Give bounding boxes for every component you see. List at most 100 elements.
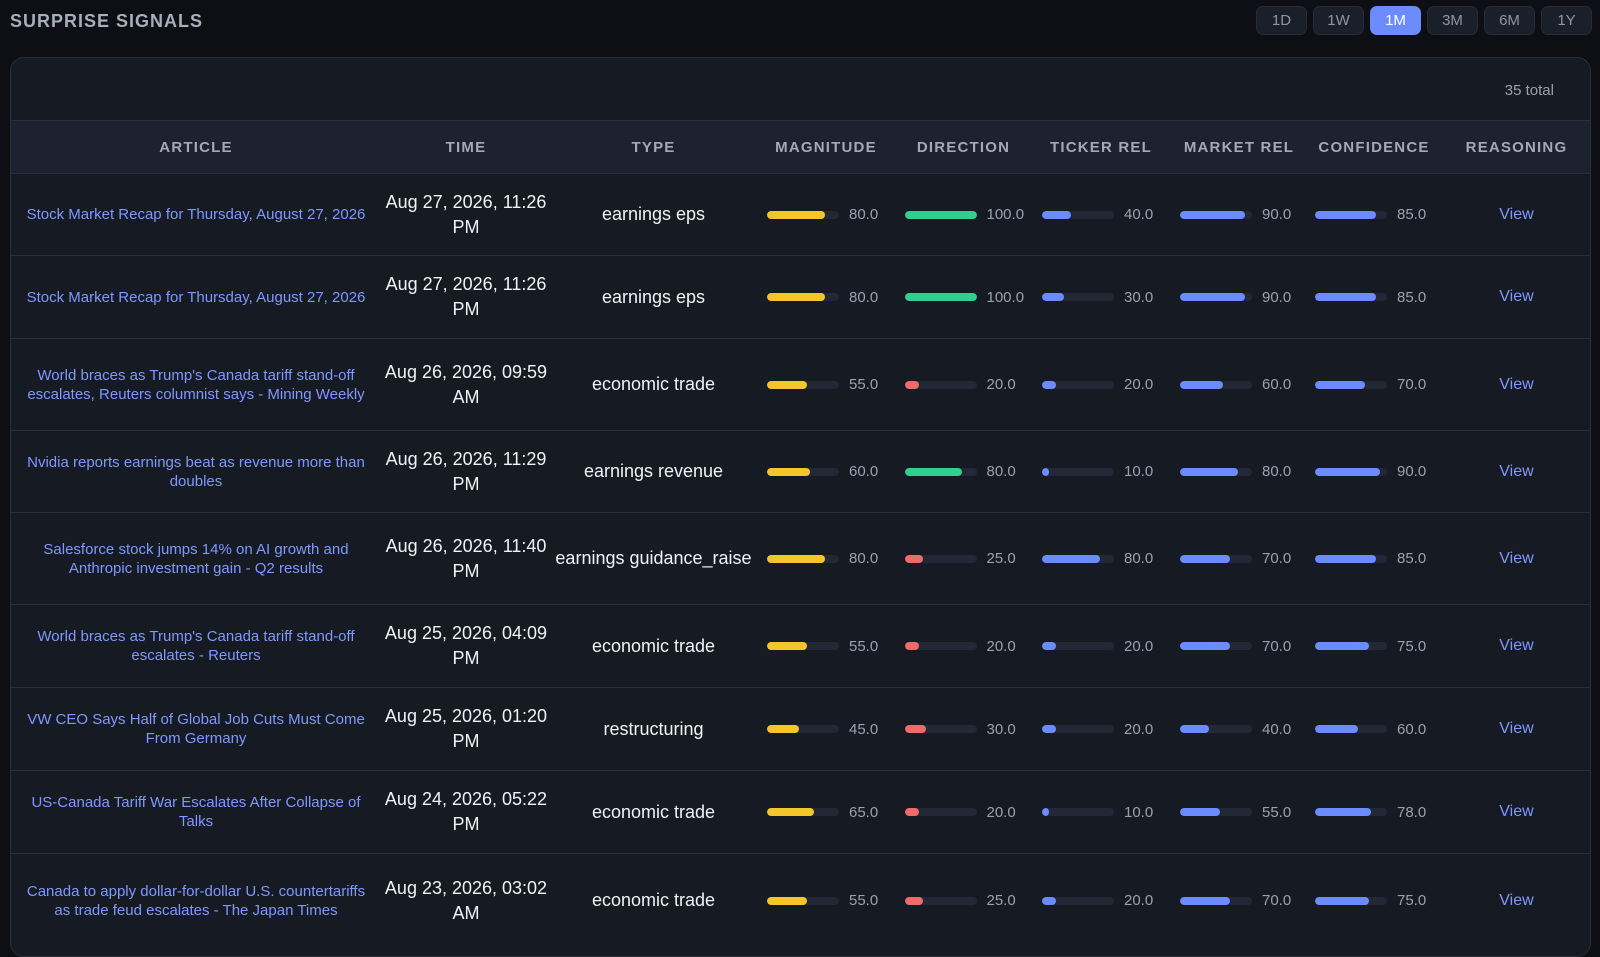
ticker-rel-bar (1042, 293, 1114, 301)
magnitude-cell: 80.0 (756, 174, 896, 255)
column-header-ticker-rel[interactable]: TICKER REL (1050, 138, 1152, 156)
column-header-direction[interactable]: DIRECTION (916, 138, 1011, 156)
view-reasoning-link[interactable]: View (1499, 205, 1534, 223)
article-link[interactable]: Stock Market Recap for Thursday, August … (26, 288, 366, 306)
market-rel-metric: 70.0 (1180, 892, 1298, 909)
market-rel-metric: 70.0 (1180, 638, 1298, 655)
magnitude-bar-fill (767, 210, 825, 219)
direction-bar (904, 380, 977, 389)
article-cell: World braces as Trump's Canada tariff st… (11, 339, 381, 430)
ticker-rel-metric: 30.0 (1042, 289, 1160, 306)
time-cell: Aug 26, 2026, 11:29 PM (381, 431, 551, 512)
direction-cell: 20.0 (896, 339, 1031, 430)
direction-bar-fill (904, 467, 963, 476)
magnitude-bar (767, 554, 839, 563)
range-button-1m[interactable]: 1M (1370, 6, 1421, 35)
article-link[interactable]: Nvidia reports earnings beat as revenue … (27, 453, 365, 490)
column-header-confidence[interactable]: CONFIDENCE (1318, 138, 1430, 156)
ticker-rel-bar-fill (1042, 380, 1057, 389)
view-reasoning-link[interactable]: View (1499, 891, 1534, 909)
direction-value: 80.0 (986, 463, 1016, 480)
article-link[interactable]: Stock Market Recap for Thursday, August … (26, 206, 366, 223)
type-cell: economic trade (551, 854, 756, 947)
article-link[interactable]: Canada to apply dollar-for-dollar U.S. c… (26, 882, 366, 919)
confidence-metric: 75.0 (1315, 638, 1433, 655)
confidence-value: 60.0 (1397, 720, 1427, 738)
range-button-3m[interactable]: 3M (1427, 6, 1478, 35)
confidence-metric: 78.0 (1315, 804, 1433, 821)
direction-bar (904, 210, 977, 219)
signals-table: ARTICLE TIME TYPE MAGNITUDE DIRECTION TI… (11, 120, 1590, 947)
magnitude-value: 45.0 (849, 720, 879, 738)
magnitude-bar (767, 896, 839, 905)
direction-bar-fill (904, 380, 919, 389)
ticker-rel-metric: 20.0 (1042, 892, 1160, 909)
confidence-cell: 85.0 (1307, 513, 1441, 604)
confidence-bar-fill (1315, 896, 1369, 905)
confidence-bar-fill (1315, 210, 1377, 219)
confidence-bar (1315, 293, 1387, 301)
article-link[interactable]: World braces as Trump's Canada tariff st… (37, 628, 355, 664)
reasoning-cell: View (1441, 771, 1590, 853)
view-reasoning-link[interactable]: View (1499, 549, 1534, 567)
market-rel-value: 70.0 (1262, 892, 1292, 909)
confidence-metric: 85.0 (1315, 206, 1433, 223)
confidence-bar-fill (1315, 554, 1377, 563)
ticker-rel-cell: 80.0 (1031, 513, 1171, 604)
direction-metric: 100.0 (904, 206, 1025, 223)
market-rel-metric: 80.0 (1180, 463, 1298, 480)
column-header-article[interactable]: ARTICLE (159, 138, 233, 156)
column-header-time[interactable]: TIME (445, 138, 487, 156)
column-header-market-rel[interactable]: MARKET REL (1183, 138, 1295, 156)
view-reasoning-link[interactable]: View (1499, 803, 1534, 820)
reasoning-cell: View (1441, 854, 1590, 947)
confidence-cell: 75.0 (1307, 854, 1441, 947)
view-reasoning-link[interactable]: View (1499, 288, 1534, 305)
total-count: 35 total (1504, 82, 1554, 99)
view-reasoning-link[interactable]: View (1499, 375, 1534, 393)
confidence-bar (1315, 210, 1387, 219)
range-button-1w[interactable]: 1W (1313, 6, 1364, 35)
ticker-rel-bar (1042, 380, 1114, 389)
range-button-1d[interactable]: 1D (1256, 6, 1307, 35)
magnitude-metric: 55.0 (767, 376, 885, 393)
magnitude-bar (767, 380, 839, 389)
direction-bar (904, 896, 977, 905)
time-text: Aug 26, 2026, 09:59 AM (384, 361, 548, 407)
column-header-reasoning[interactable]: REASONING (1465, 138, 1568, 156)
column-header-magnitude[interactable]: MAGNITUDE (775, 138, 877, 156)
view-reasoning-link[interactable]: View (1499, 637, 1534, 654)
direction-metric: 25.0 (904, 892, 1023, 909)
range-button-6m[interactable]: 6M (1484, 6, 1535, 35)
market-rel-value: 80.0 (1262, 463, 1292, 480)
direction-bar-fill (904, 808, 919, 816)
ticker-rel-bar-fill (1042, 896, 1057, 905)
magnitude-cell: 55.0 (756, 605, 896, 687)
table-row: VW CEO Says Half of Global Job Cuts Must… (11, 687, 1590, 770)
direction-bar (904, 467, 977, 476)
range-button-1y[interactable]: 1Y (1541, 6, 1592, 35)
article-link[interactable]: Salesforce stock jumps 14% on AI growth … (43, 540, 349, 577)
direction-metric: 100.0 (904, 288, 1025, 306)
market-rel-value: 60.0 (1262, 376, 1292, 393)
column-header-type[interactable]: TYPE (631, 138, 676, 156)
article-cell: Canada to apply dollar-for-dollar U.S. c… (11, 854, 381, 947)
ticker-rel-bar (1042, 642, 1114, 650)
reasoning-cell: View (1441, 339, 1590, 430)
view-reasoning-link[interactable]: View (1499, 462, 1534, 480)
article-link[interactable]: VW CEO Says Half of Global Job Cuts Must… (27, 711, 365, 747)
magnitude-value: 55.0 (849, 892, 879, 909)
direction-value: 100.0 (986, 206, 1025, 223)
magnitude-cell: 55.0 (756, 339, 896, 430)
ticker-rel-cell: 10.0 (1031, 771, 1171, 853)
article-cell: Stock Market Recap for Thursday, August … (11, 256, 381, 338)
article-link[interactable]: US-Canada Tariff War Escalates After Col… (31, 794, 361, 830)
view-reasoning-link[interactable]: View (1499, 720, 1534, 737)
time-text: Aug 24, 2026, 05:22 PM (384, 789, 548, 834)
article-link[interactable]: World braces as Trump's Canada tariff st… (27, 366, 365, 403)
market-rel-metric: 70.0 (1180, 550, 1298, 567)
direction-value: 100.0 (986, 288, 1025, 306)
time-cell: Aug 27, 2026, 11:26 PM (381, 174, 551, 255)
page-title: SURPRISE SIGNALS (10, 11, 204, 31)
magnitude-bar-fill (767, 725, 800, 733)
